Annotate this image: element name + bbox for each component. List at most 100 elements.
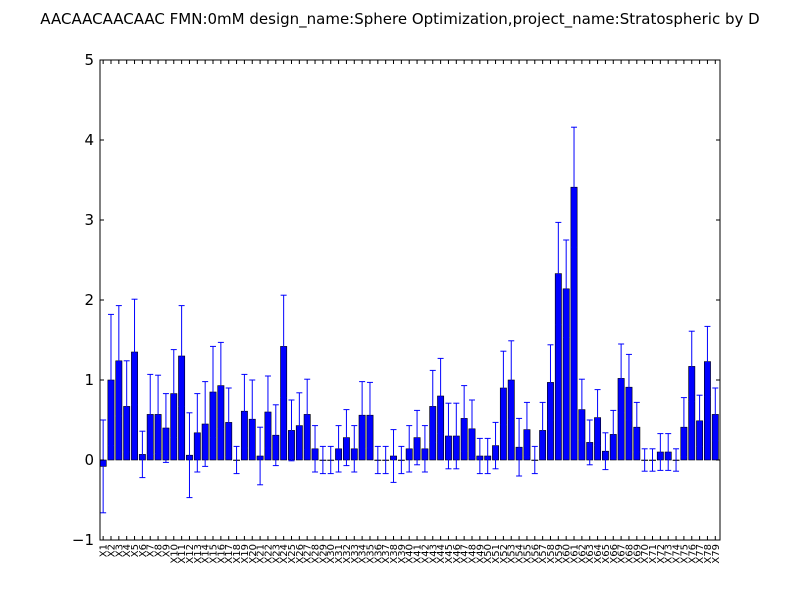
x-tick-label: X72 (656, 544, 667, 564)
x-tick-label: X61 (570, 544, 581, 564)
error-bar-X20 (249, 379, 256, 459)
error-bar-X61 (571, 126, 578, 248)
x-tick-label: X79 (711, 544, 722, 564)
error-bar-X67 (618, 343, 625, 414)
x-tick-label: X67 (617, 544, 628, 564)
error-bar-X60 (563, 239, 570, 339)
error-bar-X62 (578, 378, 585, 441)
x-tick-label: X74 (672, 544, 683, 564)
error-bar-X48 (469, 399, 475, 459)
error-bar-X11 (178, 305, 185, 407)
error-bar-X73 (665, 433, 672, 471)
error-bar-X46 (453, 402, 460, 470)
error-bar-X26 (296, 392, 303, 459)
x-tick-label: X50 (483, 544, 494, 564)
x-tick-label: X25 (287, 544, 298, 564)
x-tick-label: X63 (585, 544, 596, 564)
error-bar-X71 (649, 448, 656, 472)
x-tick-label: X58 (546, 544, 557, 564)
error-bar-X27 (304, 378, 311, 451)
x-tick-label: X14 (201, 544, 212, 564)
error-bar-X66 (610, 409, 617, 459)
error-bar-X18 (233, 445, 240, 475)
error-bar-X3 (115, 305, 122, 417)
error-bar-X1 (100, 419, 107, 514)
y-tick-label: 5 (84, 51, 94, 69)
error-bar-X19 (241, 373, 248, 449)
x-tick-label: X8 (154, 544, 165, 557)
error-bar-X16 (217, 341, 224, 430)
x-tick-label: X4 (122, 544, 133, 557)
x-tick-label: X42 (420, 544, 431, 564)
y-axis: −1 0 1 2 3 4 5 (72, 51, 720, 549)
x-tick-label: X77 (695, 544, 706, 564)
x-tick-label: X66 (609, 544, 620, 564)
x-tick-label: X71 (648, 544, 659, 564)
x-tick-label: X68 (624, 544, 635, 564)
error-bar-X42 (421, 425, 428, 473)
error-bar-X68 (625, 353, 632, 421)
x-tick-label: X46 (452, 544, 463, 564)
error-bar-X74 (673, 448, 680, 472)
x-tick-label: X32 (342, 544, 353, 564)
error-bar-X70 (641, 448, 648, 472)
x-tick-label: X30 (326, 544, 337, 564)
x-tick-label: X15 (209, 544, 220, 564)
x-tick-label: X33 (350, 544, 361, 564)
error-bar-X8 (155, 374, 162, 455)
error-bar-X29 (319, 445, 326, 475)
error-bar-X33 (351, 425, 358, 473)
error-bar-X37 (382, 445, 389, 475)
error-bar-X36 (374, 445, 381, 475)
x-tick-label: X11 (177, 544, 188, 564)
error-bar-X6 (139, 430, 146, 479)
error-bar-X32 (343, 409, 350, 467)
error-bar-X59 (555, 221, 562, 326)
error-bar-X43 (429, 369, 436, 443)
x-tick-label: X21 (256, 544, 267, 564)
chart-title: AACAACAACAAC FMN:0mM design_name:Sphere … (40, 10, 759, 29)
bars-group (99, 186, 719, 467)
error-bar-X49 (476, 437, 483, 475)
error-bar-X9 (162, 393, 169, 463)
y-tick-label: 3 (84, 211, 94, 229)
x-tick-label: X18 (232, 544, 243, 564)
x-tick-label: X2 (106, 544, 117, 557)
error-bar-X14 (202, 381, 209, 467)
x-tick-label: X43 (428, 544, 439, 564)
x-tick-label: X28 (311, 544, 322, 564)
error-bar-X72 (657, 433, 664, 471)
x-tick-label: X69 (632, 544, 643, 564)
x-tick-label: X6 (138, 544, 149, 557)
x-tick-label: X10 (169, 544, 180, 564)
error-bar-X41 (414, 409, 421, 466)
error-bar-X65 (602, 432, 609, 471)
error-bar-X75 (680, 397, 687, 458)
error-bar-X4 (123, 360, 130, 453)
error-bar-X23 (272, 404, 279, 467)
x-tick-label: X12 (185, 544, 196, 564)
x-tick-label: X37 (381, 544, 392, 564)
x-tick-label: X55 (522, 544, 533, 564)
error-bar-X7 (147, 373, 154, 455)
error-bar-X63 (586, 419, 593, 466)
x-tick-label: X35 (365, 544, 376, 564)
error-bar-X21 (257, 426, 264, 486)
plot-area-frame (99, 59, 721, 541)
y-tick-label: 1 (84, 371, 94, 389)
x-tick-label: X73 (664, 544, 675, 564)
error-bar-X79 (712, 387, 719, 442)
x-tick-label: X49 (475, 544, 486, 564)
x-tick-label: X45 (444, 544, 455, 564)
y-tick-label: 4 (84, 131, 94, 149)
x-tick-label: X27 (303, 544, 314, 564)
x-tick-label: X17 (224, 544, 235, 564)
x-tick-label: X48 (468, 544, 479, 564)
error-bar-X52 (500, 350, 507, 426)
error-bar-X15 (210, 345, 217, 439)
error-bar-X58 (547, 344, 554, 421)
error-bar-X12 (186, 412, 193, 499)
x-tick-label: X31 (334, 544, 345, 564)
error-bar-X24 (280, 294, 287, 399)
